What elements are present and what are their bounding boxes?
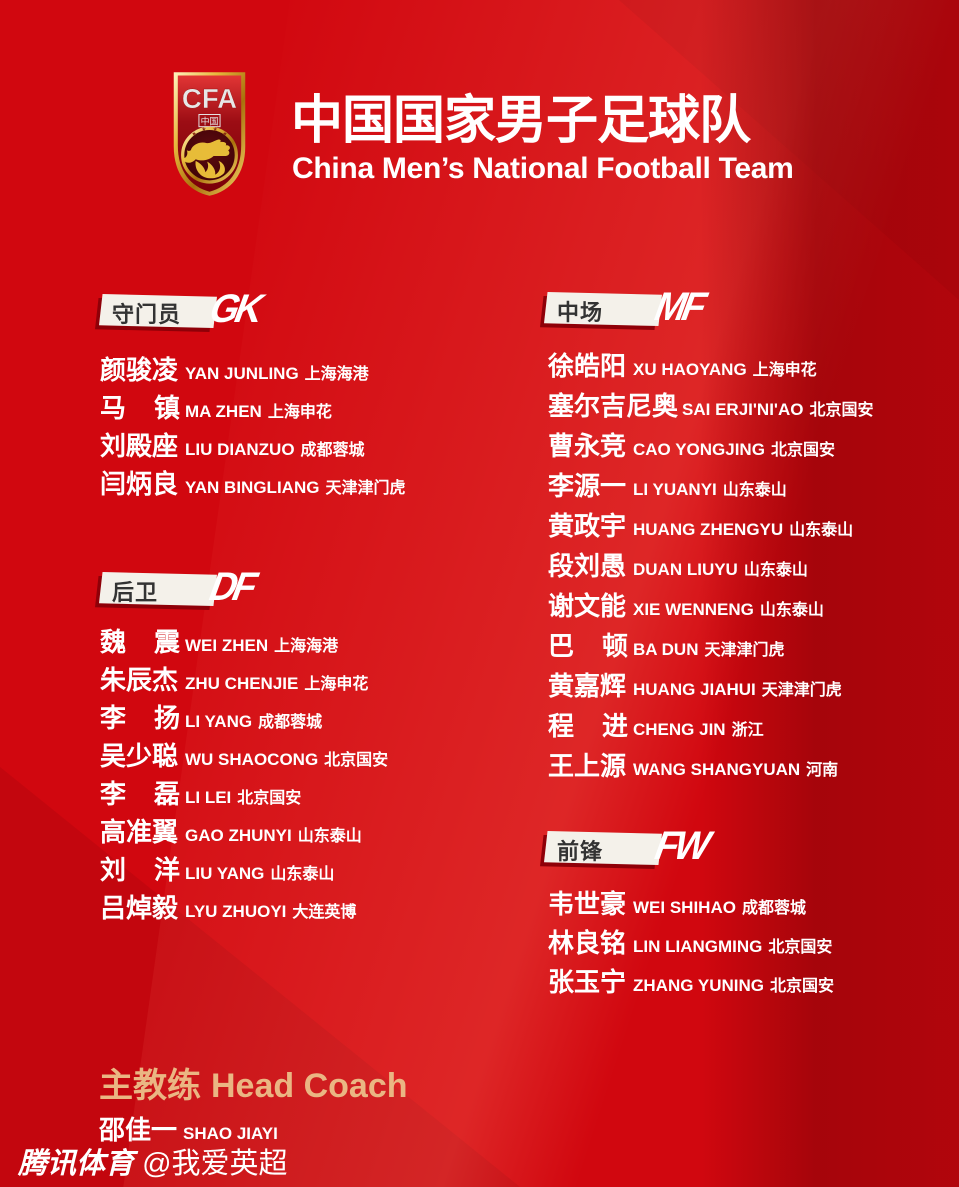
svg-text:CFA: CFA (182, 83, 237, 114)
svg-text:★: ★ (201, 127, 206, 133)
svg-text:★: ★ (223, 132, 228, 138)
svg-text:中国: 中国 (201, 115, 219, 126)
svg-text:★: ★ (192, 132, 197, 138)
svg-text:★: ★ (213, 127, 218, 133)
